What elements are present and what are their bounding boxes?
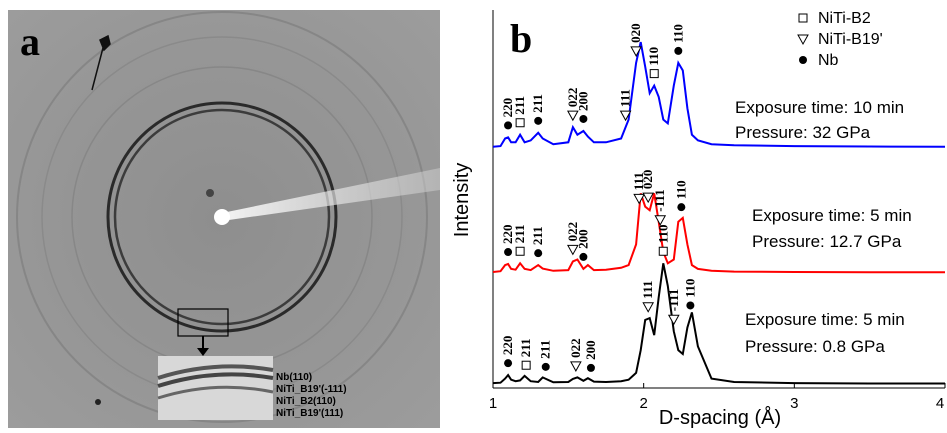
peak-label: 200: [583, 340, 598, 360]
peak-label: 022: [565, 222, 580, 242]
peak-label: 020: [640, 170, 655, 190]
line-series: [492, 192, 945, 274]
panel-label: a: [20, 19, 40, 64]
marker-b2: [515, 118, 525, 128]
marker-nb: [674, 46, 683, 55]
x-tick-label: 4: [936, 395, 944, 412]
marker-b19: [619, 110, 632, 122]
peak-label: 020: [628, 23, 643, 43]
peak-label: 220: [500, 225, 515, 245]
marker-nb: [686, 301, 695, 310]
annotation: Exposure time: 5 min: [752, 206, 912, 225]
x-tick-label: 3: [790, 395, 798, 412]
peak-label: 022: [568, 338, 583, 358]
peak-label: 110: [682, 279, 697, 298]
peak-label: 111: [640, 281, 655, 299]
marker-b2: [515, 246, 525, 256]
annotation: Pressure: 0.8 GPa: [745, 337, 885, 356]
marker-b2: [658, 246, 668, 256]
line-series: [492, 263, 945, 385]
line-series: [492, 41, 946, 148]
marker-b2: [521, 360, 531, 370]
inset-labels: Nb(110)NiTi_B19'(-111)NiTi_B2(110)NiTi_B…: [276, 372, 347, 419]
annotation: Exposure time: 10 min: [735, 98, 904, 117]
marker-nb: [579, 114, 588, 123]
peak-label: 022: [565, 88, 580, 108]
peak-label: 211: [512, 96, 527, 115]
peak-label: 110: [670, 24, 685, 43]
legend-label: NiTi-B2: [818, 10, 871, 27]
marker-nb: [586, 363, 595, 372]
marker-nb: [799, 56, 807, 64]
inset-label: NiTi_B2(110): [276, 396, 336, 407]
x-tick-label: 1: [489, 395, 497, 412]
peak-label: 211: [530, 226, 545, 245]
peak-label: 211: [512, 224, 527, 243]
annotation: Exposure time: 5 min: [745, 310, 905, 329]
peak-label: 220: [500, 98, 515, 118]
marker-b19: [567, 110, 579, 122]
legend-label: NiTi-B19': [818, 31, 883, 48]
marker-b19: [642, 192, 655, 204]
marker-b19: [667, 314, 680, 326]
x-tick-label: 2: [639, 395, 647, 412]
marker-nb: [504, 121, 513, 130]
peak-label: 200: [575, 229, 590, 249]
marker-b19: [797, 34, 809, 46]
diffraction-image: [8, 10, 440, 428]
peak-label: 211: [538, 340, 553, 359]
marker-b19: [642, 302, 655, 313]
marker-nb: [534, 249, 543, 258]
peak-label: 110: [646, 47, 661, 66]
marker-nb: [504, 248, 513, 257]
marker-nb: [677, 203, 686, 212]
marker-nb: [534, 116, 543, 125]
annotation: Pressure: 32 GPa: [735, 123, 871, 142]
marker-b19: [567, 244, 579, 256]
marker-nb: [504, 359, 513, 368]
peak-label: 111: [631, 172, 646, 190]
marker-b19: [654, 215, 667, 226]
marker-b19: [630, 46, 642, 57]
inset-label: NiTi_B19'(111): [276, 408, 343, 419]
peak-label: -111: [652, 189, 667, 211]
peak-label: 220: [500, 336, 515, 356]
x-axis-label: D-spacing (Å): [659, 406, 781, 429]
y-axis-label: Intensity: [451, 163, 473, 237]
peak-label: 211: [518, 338, 533, 357]
marker-b19: [570, 361, 582, 372]
peak-label: 110: [655, 224, 670, 243]
marker-nb: [541, 362, 550, 371]
marker-b2: [649, 69, 659, 79]
legend-label: Nb: [818, 52, 839, 69]
panel-label: b: [510, 16, 532, 61]
peak-label: -111: [666, 289, 681, 311]
peak-label: 110: [673, 180, 688, 199]
inset-label: Nb(110): [276, 372, 312, 383]
inset-label: NiTi_B19'(-111): [276, 384, 347, 395]
chart: 1 2 3 4 D-spacing (Å) Intensity b NiTi-B2 NiTi-B…: [451, 10, 946, 429]
peak-label: 200: [575, 91, 590, 111]
peak-label: 111: [618, 89, 633, 107]
marker-b19: [633, 193, 645, 205]
peak-label: 211: [530, 94, 545, 113]
marker-b2: [798, 13, 808, 23]
marker-nb: [579, 252, 588, 261]
annotation: Pressure: 12.7 GPa: [752, 232, 902, 251]
